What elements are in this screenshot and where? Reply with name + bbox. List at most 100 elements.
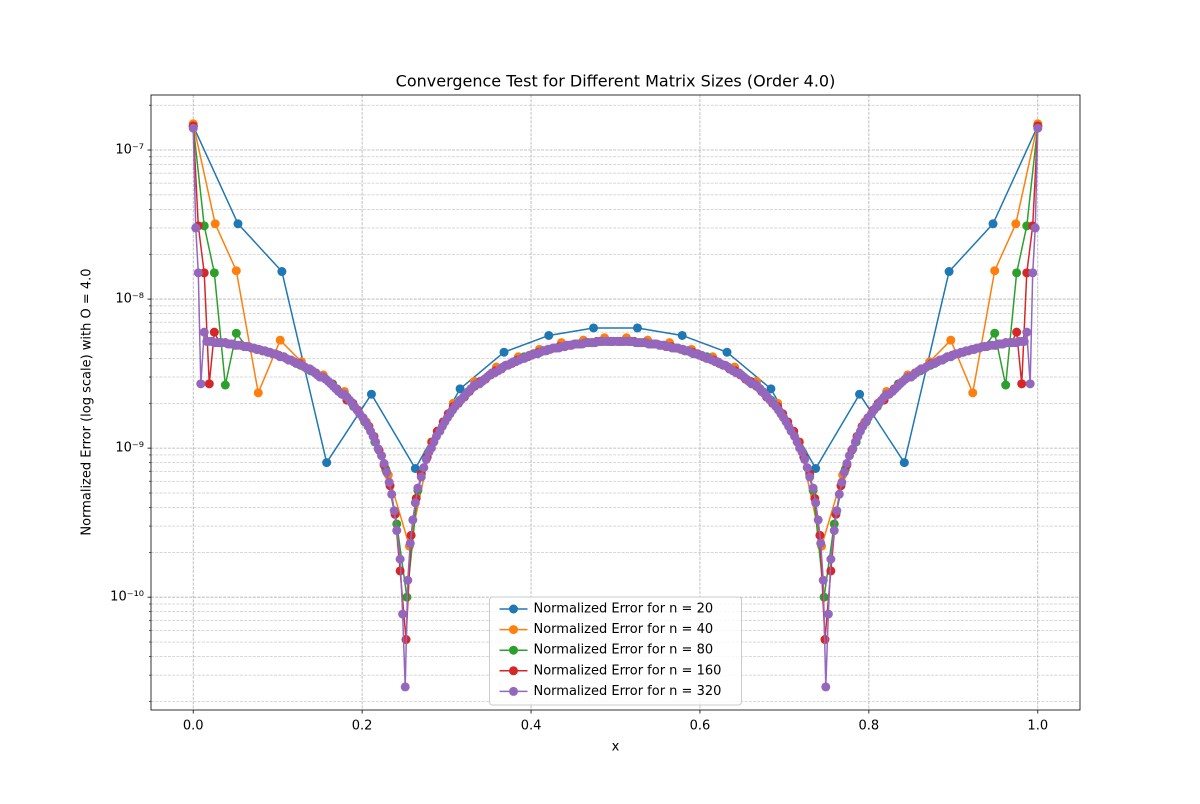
data-point [382,467,392,477]
data-point [220,380,230,390]
data-point [855,389,865,399]
data-point [1017,379,1027,389]
data-point [1001,380,1011,390]
x-tick-label: 0.6 [690,719,711,734]
data-point [1033,123,1043,133]
data-point [1028,268,1038,278]
data-point [722,347,732,357]
chart-title: Convergence Test for Different Matrix Si… [396,72,836,91]
data-point [632,323,642,333]
legend-label: Normalized Error for n = 80 [534,643,714,658]
data-point [818,575,828,585]
plot-frame [150,94,1081,711]
data-point [813,515,823,525]
legend-marker [509,686,518,696]
y-tick-label: 10⁻¹⁰ [110,590,144,605]
data-point [419,463,429,473]
x-tick-label: 1.0 [1027,719,1048,734]
data-point [199,327,209,337]
data-point [277,267,287,277]
data-point [1012,327,1022,337]
data-point [1011,219,1021,229]
legend-box [489,596,742,706]
data-point [196,379,206,389]
series-line [192,125,1039,470]
data-point [389,506,399,516]
data-point [499,347,509,357]
x-tick-label: 0.0 [183,719,204,734]
legend-label: Normalized Error for n = 320 [534,684,722,699]
data-point [188,123,198,133]
legend-marker [509,604,518,614]
data-point [231,328,241,338]
y-tick-label: 10⁻⁸ [115,292,144,307]
data-point [371,437,381,447]
data-point [816,538,826,548]
data-point [231,266,241,276]
data-point [944,267,954,277]
data-point [823,609,833,619]
data-point [392,526,402,536]
data-point [253,388,263,398]
data-point [322,458,332,468]
legend: Normalized Error for n = 20 Normalized Er… [489,596,742,706]
data-point [395,554,405,564]
data-point [842,458,852,468]
data-point [1025,379,1035,389]
data-point [837,477,847,487]
data-point [677,330,687,340]
legend-marker [509,666,518,676]
data-point [811,498,821,508]
data-point [848,444,858,454]
data-point [209,327,219,337]
x-tick-label: 0.2 [352,719,373,734]
data-point [455,384,465,394]
data-point [209,268,219,278]
data-point [366,389,376,399]
data-point [403,575,413,585]
data-point [1012,268,1022,278]
data-point [829,526,839,536]
data-point [808,483,818,493]
legend-label: Normalized Error for n = 160 [534,663,722,678]
data-point [392,519,402,529]
legend-label: Normalized Error for n = 20 [534,602,714,617]
data-point [1030,223,1040,233]
data-point [844,451,854,461]
data-point [1019,336,1029,346]
data-point [373,444,383,454]
y-tick-label: 10⁻⁹ [115,441,144,456]
data-point [829,519,839,529]
data-point [805,472,815,482]
data-point [204,379,214,389]
data-point [398,609,408,619]
data-point [802,463,812,473]
y-axis-label: Normalized Error (log scale) with O = 4.… [80,268,95,535]
data-point [1022,327,1032,337]
data-point [387,489,397,499]
data-point [589,323,599,333]
data-point [410,498,420,508]
data-point [233,219,243,229]
data-point [405,538,415,548]
data-point [416,472,426,482]
data-point [990,266,1000,276]
data-point [408,515,418,525]
data-point [384,477,394,487]
data-point [400,682,410,692]
data-point [544,330,554,340]
data-point [766,384,776,394]
data-point [968,388,978,398]
data-point [413,483,423,493]
data-point [410,464,420,473]
x-tick-label: 0.8 [859,719,880,734]
data-point [834,489,844,499]
data-point [379,458,389,468]
data-point [210,219,220,229]
data-point [275,335,285,345]
legend-label: Normalized Error for n = 40 [534,622,714,637]
data-point [797,447,807,457]
data-point [191,223,201,233]
data-point [377,451,387,461]
